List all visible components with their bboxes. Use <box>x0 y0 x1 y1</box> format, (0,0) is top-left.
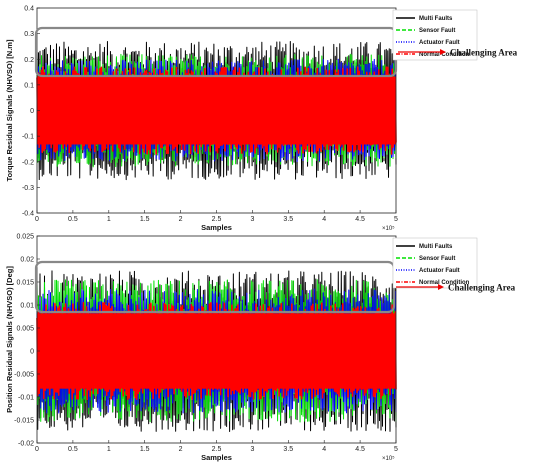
annotation-text: Challenging Area <box>450 48 518 58</box>
y-tick-label: 0.1 <box>24 82 34 89</box>
x-tick-label: 3.5 <box>283 446 293 453</box>
x-tick-label: 4 <box>322 446 326 453</box>
y-tick-label: 0.02 <box>20 257 34 264</box>
signal-group <box>36 270 397 432</box>
y-tick-label: 0 <box>30 349 34 356</box>
chart-1: 0 0.5 1 1.5 2 2.5 3 3.5 4 4.5 5 -0.4 -0.3 -0.2 -0.1 0 0.… <box>5 6 518 233</box>
x-tick-label: 0 <box>35 446 39 453</box>
x-tick-label: 5 <box>394 216 398 223</box>
y-tick-label: 0.3 <box>24 31 34 38</box>
y-tick-label: 0.015 <box>16 280 34 287</box>
legend: Multi Faults Sensor Fault Actuator Fault No… <box>392 237 478 289</box>
chart-2: 0 0.5 1 1.5 2 2.5 3 3.5 4 4.5 5 -0.02 -0.015 -0.01 -0.… <box>5 234 516 463</box>
x-tick-label: 3.5 <box>283 216 293 223</box>
y-tick-label: 0.005 <box>16 326 34 333</box>
x-tick-label: 4 <box>322 216 326 223</box>
y-tick-label: -0.3 <box>22 185 34 192</box>
x-tick-label: 2.5 <box>212 216 222 223</box>
x-tick-label: 2 <box>179 446 183 453</box>
x-tick-label: 0.5 <box>68 216 78 223</box>
x-tick-label: 4.5 <box>355 446 365 453</box>
signal-group <box>36 40 397 181</box>
x-tick-label: 4.5 <box>355 216 365 223</box>
x-tick-label: 1.5 <box>140 216 150 223</box>
y-tick-label: 0.025 <box>16 234 34 241</box>
legend-entry: Sensor Fault <box>419 28 455 34</box>
y-tick-label: 0.2 <box>24 57 34 64</box>
annotation-arrow-head <box>438 284 444 290</box>
legend-entry: Multi Faults <box>419 16 453 22</box>
x-tick-label: 1.5 <box>140 446 150 453</box>
y-tick-label: -0.01 <box>18 395 34 402</box>
x-tick-label: 0.5 <box>68 446 78 453</box>
y-axis-label: Position Residual Signals (NHVSO) [Deg] <box>5 266 14 413</box>
legend-entry: Actuator Fault <box>419 40 460 46</box>
legend-entry: Sensor Fault <box>419 256 455 262</box>
legend-entry: Multi Faults <box>419 244 453 250</box>
y-tick-label: 0 <box>30 108 34 115</box>
y-tick-label: -0.005 <box>14 372 34 379</box>
annotation-text: Challenging Area <box>448 283 516 293</box>
annotation-arrow-head <box>440 49 446 55</box>
x-tick-label: 2 <box>179 216 183 223</box>
y-axis-label: Torque Residual Signals (NHVSO) [N.m] <box>5 39 14 181</box>
x-exponent-label: ×10⁵ <box>382 225 395 232</box>
y-tick-label: 0.01 <box>20 303 34 310</box>
legend-entry: Actuator Fault <box>419 268 460 274</box>
y-tick-label: -0.1 <box>22 134 34 141</box>
x-tick-label: 3 <box>250 216 254 223</box>
y-tick-label: -0.015 <box>14 418 34 425</box>
series-fill <box>37 313 396 389</box>
legend-entry: Normal Condition <box>419 52 470 58</box>
y-tick-label: -0.2 <box>22 159 34 166</box>
x-tick-label: 1 <box>107 446 111 453</box>
x-axis-label: Samples <box>201 453 232 462</box>
legend-entry: Normal Condition <box>419 280 470 286</box>
y-tick-label: 0.4 <box>24 6 34 13</box>
x-tick-label: 0 <box>35 216 39 223</box>
y-tick-label: -0.02 <box>18 441 34 448</box>
x-tick-label: 1 <box>107 216 111 223</box>
series-fill <box>37 76 396 145</box>
y-tick-label: -0.4 <box>22 211 34 218</box>
x-tick-label: 2.5 <box>212 446 222 453</box>
x-exponent-label: ×10⁵ <box>382 455 395 462</box>
x-tick-label: 3 <box>250 446 254 453</box>
x-tick-label: 5 <box>394 446 398 453</box>
x-axis-label: Samples <box>201 223 232 232</box>
